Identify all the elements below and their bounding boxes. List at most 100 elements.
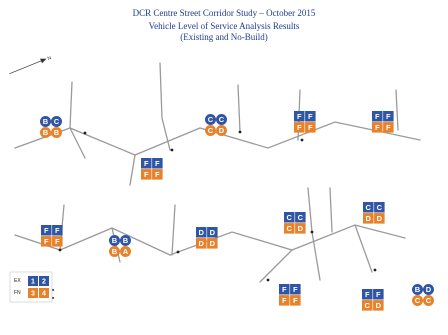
existing-am-letter: B [112, 236, 118, 245]
nobuild-pm-letter: F [55, 237, 60, 246]
existing-am-letter: F [375, 112, 380, 121]
existing-am-letter: F [297, 112, 302, 121]
nobuild-pm-cell [207, 238, 218, 249]
existing-am-letter: B [415, 285, 421, 294]
existing-am-cell [40, 116, 51, 127]
nobuild-pm-letter: C [426, 296, 432, 305]
nobuild-pm-cell [51, 127, 62, 138]
nobuild-pm-letter: D [219, 126, 225, 135]
existing-am-cell [196, 227, 207, 238]
intersection-point [170, 148, 174, 152]
nobuild-pm-cell [374, 213, 385, 224]
existing-am-letter: C [208, 115, 214, 124]
existing-am-letter: D [199, 228, 205, 237]
nobuild-pm-letter: A [123, 247, 129, 256]
nobuild-am-cell [294, 122, 305, 133]
existing-pm-cell [383, 111, 394, 122]
nobuild-am-letter: F [44, 237, 49, 246]
existing-pm-letter: C [54, 117, 60, 126]
los-badge-i12: F FC D [362, 289, 384, 311]
existing-am-cell [41, 225, 52, 236]
nobuild-pm-letter: D [210, 239, 216, 248]
nobuild-am-letter: C [208, 126, 214, 135]
nobuild-pm-cell [290, 295, 301, 306]
existing-pm-letter: F [386, 112, 391, 121]
nobuild-am-cell [279, 295, 290, 306]
road-segment [329, 187, 333, 233]
existing-am-cell [141, 158, 152, 169]
road-network [14, 62, 421, 283]
nobuild-am-letter: B [43, 128, 49, 137]
nobuild-am-letter: C [415, 296, 421, 305]
existing-am-letter: F [282, 285, 287, 294]
los-badge-i13: B DC C [412, 284, 434, 306]
intersection-point [238, 130, 242, 134]
existing-am-letter: F [44, 226, 49, 235]
intersection-point [266, 278, 270, 282]
existing-am-letter: C [287, 213, 293, 222]
nobuild-pm-letter: F [155, 170, 160, 179]
road-segment [307, 187, 321, 281]
intersection-point [176, 250, 180, 254]
existing-am-cell [284, 212, 295, 223]
nobuild-pm-cell [120, 246, 131, 257]
existing-am-letter: C [366, 203, 372, 212]
existing-pm-cell [374, 202, 385, 213]
existing-pm-cell [120, 235, 131, 246]
nobuild-am-cell [362, 300, 373, 311]
los-badge-i2: F FF F [141, 158, 163, 180]
page-subtitle-scenario: (Existing and No-Build) [180, 32, 268, 42]
existing-pm-letter: F [376, 290, 381, 299]
nobuild-am-letter: C [365, 301, 371, 310]
nobuild-am-letter: F [282, 296, 287, 305]
nobuild-am-letter: F [375, 123, 380, 132]
road-segment [129, 154, 136, 186]
north-arrow-head [40, 58, 47, 64]
existing-am-letter: F [365, 290, 370, 299]
nobuild-pm-letter: B [54, 128, 60, 137]
existing-am-cell [412, 284, 423, 295]
road-segment [69, 81, 73, 129]
los-badge-i7: B BB A [109, 235, 131, 257]
legend-cell-value: 1 [31, 279, 35, 286]
existing-am-cell [363, 202, 374, 213]
existing-am-cell [109, 235, 120, 246]
nobuild-am-cell [363, 213, 374, 224]
intersection-point [300, 138, 304, 142]
road-segment [159, 62, 171, 151]
nobuild-pm-cell [305, 122, 316, 133]
nobuild-am-letter: B [112, 247, 118, 256]
existing-pm-cell [51, 116, 62, 127]
intersection-point [373, 268, 377, 272]
existing-pm-cell [52, 225, 63, 236]
nobuild-pm-letter: D [298, 224, 304, 233]
nobuild-am-cell [196, 238, 207, 249]
page-subtitle: Vehicle Level of Service Analysis Result… [148, 21, 300, 31]
legend-note-nobuild: ■ [52, 295, 55, 300]
legend-note-existing: ■ [52, 287, 55, 292]
nobuild-pm-letter: D [377, 214, 383, 223]
existing-pm-letter: C [298, 213, 304, 222]
existing-pm-letter: C [377, 203, 383, 212]
nobuild-pm-cell [423, 295, 434, 306]
existing-pm-letter: B [123, 236, 129, 245]
road-segment [237, 84, 241, 133]
legend-frame [9, 271, 53, 303]
legend-cell [39, 276, 49, 286]
nobuild-pm-cell [216, 125, 227, 136]
legend-row-label: EX [14, 278, 21, 284]
existing-pm-letter: F [308, 112, 313, 121]
road-segment [395, 89, 399, 131]
los-badge-i4: F FF F [294, 111, 316, 133]
existing-pm-letter: F [155, 159, 160, 168]
road-segment [171, 204, 176, 256]
los-badge-i3: C CC D [205, 114, 227, 136]
existing-pm-cell [216, 114, 227, 125]
nobuild-am-cell [109, 246, 120, 257]
existing-am-cell [205, 114, 216, 125]
nobuild-am-cell [372, 122, 383, 133]
existing-pm-letter: F [55, 226, 60, 235]
nobuild-am-letter: D [366, 214, 372, 223]
nobuild-pm-letter: F [386, 123, 391, 132]
los-badge-i8: D DD D [196, 227, 218, 249]
